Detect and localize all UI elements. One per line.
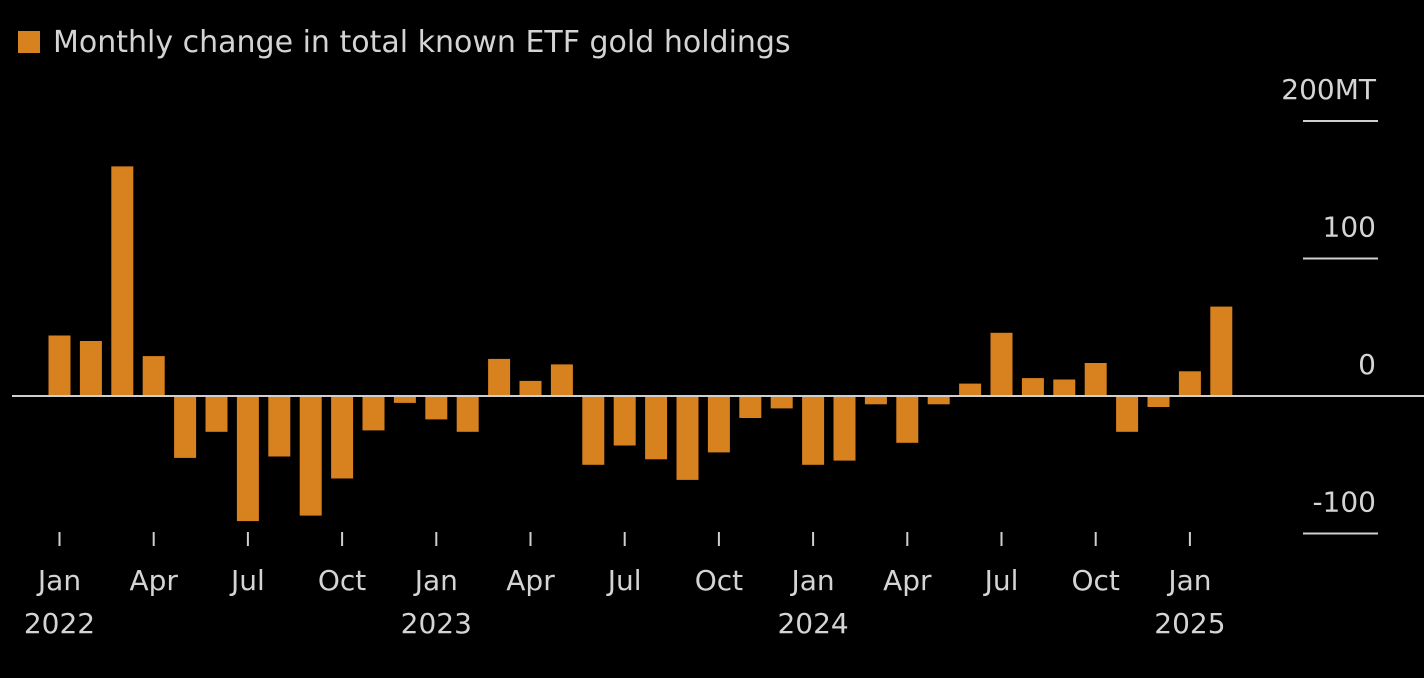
bar-2022-07 xyxy=(236,396,259,522)
y-tick-label-200: 200MT xyxy=(1281,73,1377,106)
bar-2024-09 xyxy=(1053,379,1076,396)
bar-2023-03 xyxy=(488,358,511,396)
legend-label: Monthly change in total known ETF gold h… xyxy=(53,24,791,60)
bar-2024-08 xyxy=(1021,378,1044,396)
bar-2025-02 xyxy=(1210,306,1233,396)
bar-2024-11 xyxy=(1116,396,1139,432)
bar-2023-01 xyxy=(425,396,448,420)
bar-2024-04 xyxy=(896,396,919,443)
bar-2022-10 xyxy=(331,396,354,479)
bar-2023-11 xyxy=(739,396,762,418)
x-axis: Jan 2022 Apr Jul Oct Jan 2023 Apr Jul Oct Jan 2024 A… xyxy=(24,532,1226,640)
x-tick-label-15: Apr xyxy=(506,564,555,597)
bar-2024-03 xyxy=(864,396,887,405)
x-tick-label-0: Jan xyxy=(36,564,81,597)
bar-2024-06 xyxy=(959,383,982,396)
x-tick-label-12: Jan xyxy=(413,564,458,597)
x-tick-label-6: Jul xyxy=(229,564,265,597)
y-tick-label--100: -100 xyxy=(1312,486,1376,519)
bar-2022-05 xyxy=(174,396,197,458)
bar-2023-05 xyxy=(550,364,573,396)
x-year-label-2022: 2022 xyxy=(24,607,95,640)
bar-2022-03 xyxy=(111,166,134,396)
bar-2024-12 xyxy=(1147,396,1170,407)
bar-2022-02 xyxy=(79,341,102,396)
x-tick-label-27: Apr xyxy=(883,564,932,597)
bar-2022-09 xyxy=(299,396,322,516)
bar-2023-08 xyxy=(645,396,668,460)
bar-2024-01 xyxy=(802,396,825,465)
bar-2023-07 xyxy=(613,396,636,446)
bar-2023-12 xyxy=(770,396,793,409)
x-tick-label-18: Jul xyxy=(606,564,642,597)
x-year-label-2025: 2025 xyxy=(1154,607,1225,640)
y-tick-label-100: 100 xyxy=(1323,211,1376,244)
x-tick-label-36: Jan xyxy=(1166,564,1211,597)
x-tick-label-30: Jul xyxy=(983,564,1019,597)
bar-2023-09 xyxy=(676,396,699,480)
x-tick-label-9: Oct xyxy=(318,564,366,597)
legend: Monthly change in total known ETF gold h… xyxy=(18,22,791,62)
y-tick-label-0: 0 xyxy=(1358,348,1376,381)
bar-2022-11 xyxy=(362,396,385,431)
bar-2024-02 xyxy=(833,396,856,461)
y-axis: 200MT 100 0 -100 xyxy=(12,73,1424,535)
x-tick-label-24: Jan xyxy=(790,564,835,597)
bar-2023-02 xyxy=(456,396,479,432)
bar-2022-06 xyxy=(205,396,228,432)
bar-2023-06 xyxy=(582,396,605,465)
bar-2022-08 xyxy=(268,396,291,457)
bar-2022-01 xyxy=(48,335,71,396)
bar-2025-01 xyxy=(1178,371,1201,397)
x-tick-label-3: Apr xyxy=(129,564,178,597)
legend-swatch xyxy=(18,31,40,53)
bar-2024-05 xyxy=(927,396,950,405)
bar-2024-10 xyxy=(1084,363,1107,396)
x-year-label-2024: 2024 xyxy=(777,607,848,640)
x-tick-label-21: Oct xyxy=(695,564,743,597)
bar-2022-12 xyxy=(393,396,416,403)
bars-group xyxy=(48,166,1233,522)
bar-2022-04 xyxy=(142,356,165,396)
bar-2023-10 xyxy=(707,396,730,453)
bar-2023-04 xyxy=(519,380,542,396)
x-tick-label-33: Oct xyxy=(1071,564,1119,597)
x-year-label-2023: 2023 xyxy=(401,607,472,640)
bar-2024-07 xyxy=(990,332,1013,397)
